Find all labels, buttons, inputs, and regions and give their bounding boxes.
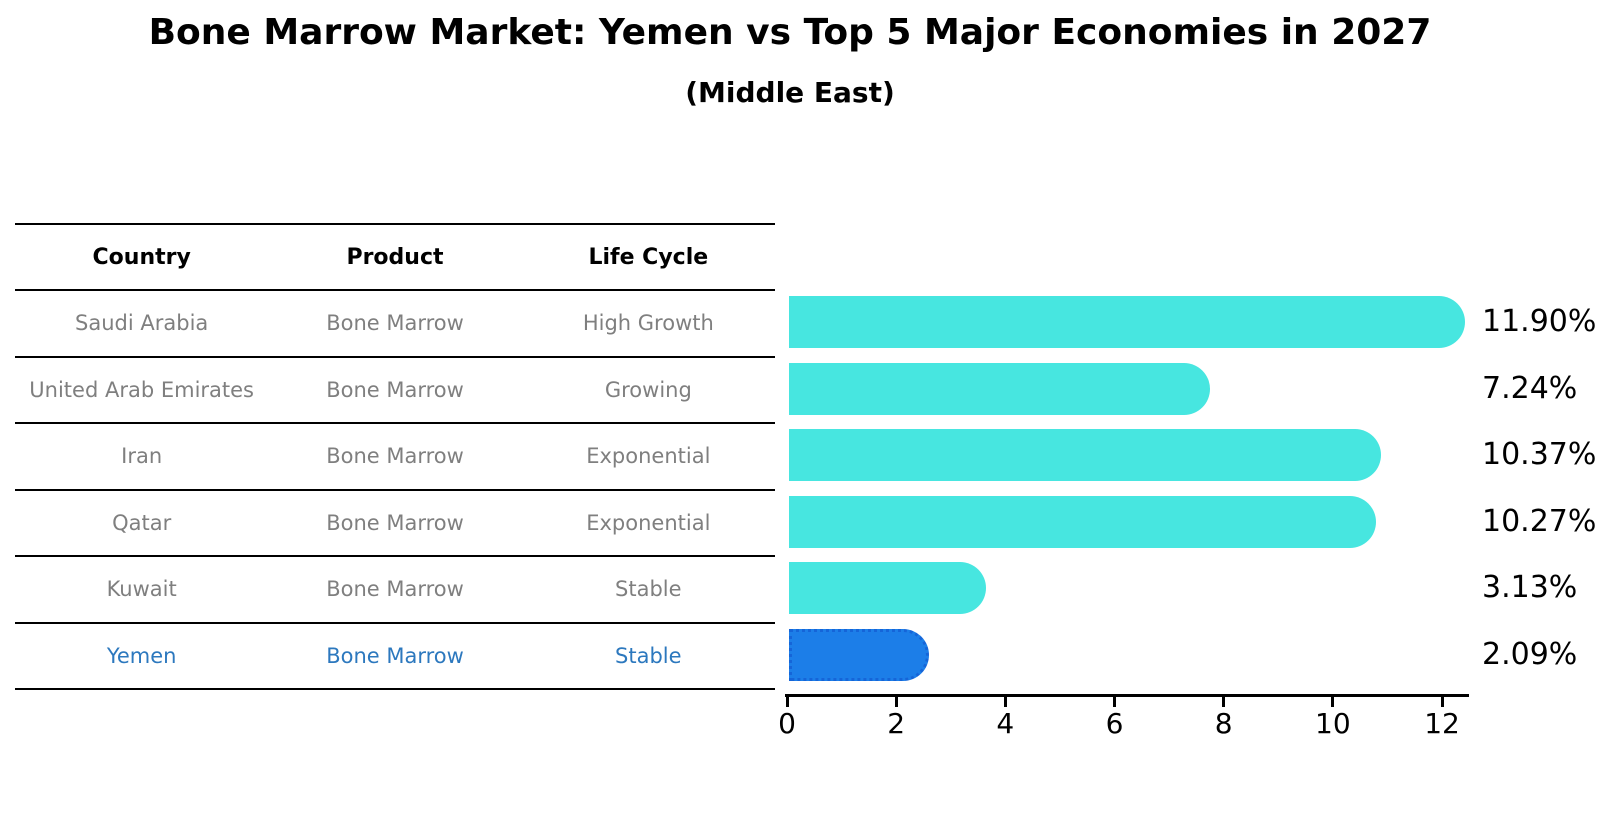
table-cell-product: Bone Marrow	[326, 311, 464, 336]
x-tick	[785, 697, 789, 707]
table-row-qatar: Qatar Bone Marrow Exponential	[15, 491, 775, 557]
bar-value-label: 2.09%	[1482, 636, 1578, 672]
table-cell-country: Qatar	[112, 510, 172, 535]
x-tick-label: 10	[1315, 707, 1351, 740]
table-cell-country: Saudi Arabia	[75, 311, 209, 336]
table-cell-life-cycle: Growing	[604, 377, 692, 402]
table-row-yemen: Yemen Bone Marrow Stable	[15, 624, 775, 690]
bar-value-label: 10.37%	[1482, 437, 1597, 473]
bar-iran	[789, 429, 1382, 482]
table-cell-country: Iran	[121, 444, 163, 469]
x-tick	[894, 697, 898, 707]
bar-united-arab-emirates	[789, 362, 1211, 415]
bar-qatar	[789, 495, 1376, 548]
table-row-kuwait: Kuwait Bone Marrow Stable	[15, 557, 775, 624]
bar-yemen	[789, 628, 930, 681]
table-row-iran: Iran Bone Marrow Exponential	[15, 424, 775, 491]
table-row-saudi-arabia: Saudi Arabia Bone Marrow High Growth	[15, 291, 775, 358]
table-cell-product: Bone Marrow	[326, 444, 464, 469]
x-tick	[1003, 697, 1007, 707]
x-tick-label: 0	[778, 707, 796, 740]
bar-value-label: 7.24%	[1482, 370, 1578, 406]
table-cell-life-cycle: Stable	[615, 643, 682, 668]
x-axis-line	[785, 694, 1469, 697]
table-cell-life-cycle: Exponential	[586, 510, 711, 535]
table-cell-product: Bone Marrow	[326, 643, 464, 668]
table-header-life-cycle: Life Cycle	[588, 244, 709, 270]
chart-title: Bone Marrow Market: Yemen vs Top 5 Major…	[148, 12, 1432, 53]
table-header-country: Country	[92, 244, 191, 270]
bar-value-label: 11.90%	[1482, 304, 1597, 340]
data-table: Country Product Life Cycle Saudi Arabia Bone…	[15, 223, 775, 690]
bar-saudi-arabia	[789, 296, 1465, 349]
table-cell-life-cycle: Exponential	[586, 444, 711, 469]
bar-value-label: 3.13%	[1482, 570, 1578, 606]
x-tick	[1331, 697, 1335, 707]
x-tick-label: 6	[1105, 707, 1124, 740]
x-tick-label: 12	[1424, 707, 1460, 740]
table-cell-country: Kuwait	[106, 577, 177, 602]
table-cell-product: Bone Marrow	[326, 577, 464, 602]
table-cell-product: Bone Marrow	[326, 510, 464, 535]
x-tick	[1113, 697, 1116, 707]
x-tick	[1440, 697, 1444, 707]
x-tick	[1222, 697, 1226, 707]
table-header-product: Product	[346, 244, 444, 270]
table-row-united-arab-emirates: United Arab Emirates Bone Marrow Growing	[15, 358, 775, 424]
x-tick-label: 4	[996, 707, 1015, 740]
table-cell-country: Yemen	[106, 643, 177, 668]
bar-kuwait	[789, 562, 986, 615]
x-tick-label: 2	[887, 707, 906, 740]
table-cell-life-cycle: High Growth	[582, 311, 714, 336]
chart-subtitle: (Middle East)	[685, 76, 895, 109]
table-header-row: Country Product Life Cycle	[15, 225, 775, 291]
bar-value-label: 10.27%	[1482, 503, 1597, 539]
x-tick-label: 8	[1214, 707, 1233, 740]
table-cell-product: Bone Marrow	[326, 377, 464, 402]
table-cell-country: United Arab Emirates	[29, 377, 255, 402]
table-cell-life-cycle: Stable	[615, 577, 682, 602]
